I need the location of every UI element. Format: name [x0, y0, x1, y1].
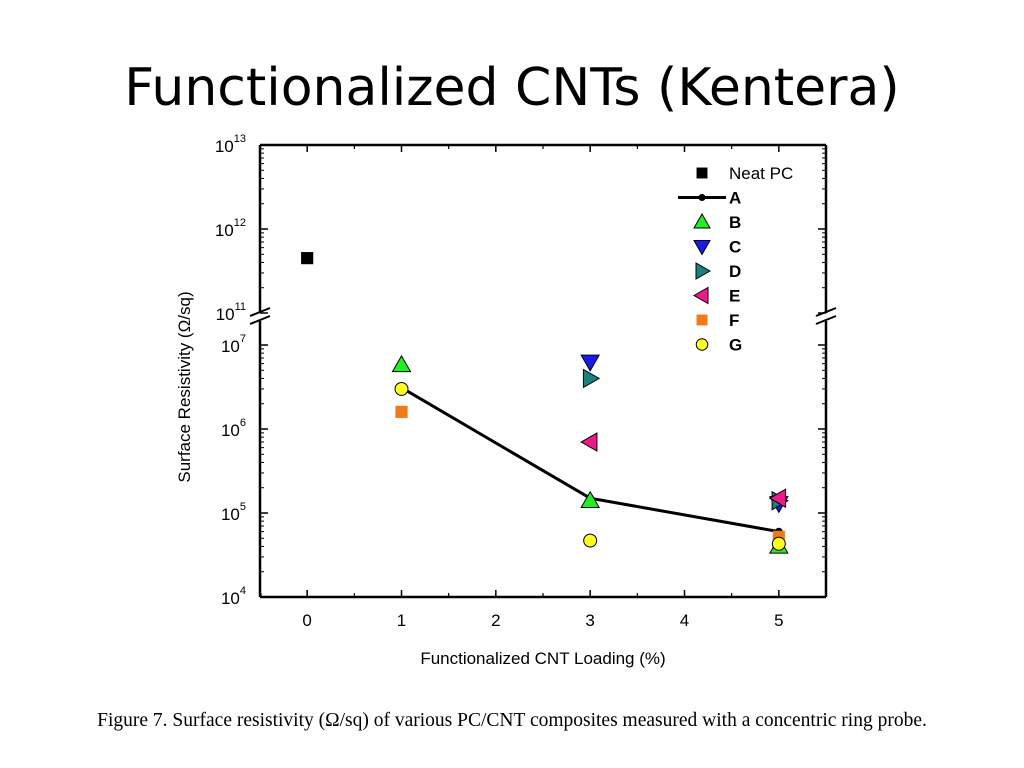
data-point-g — [394, 381, 409, 396]
legend-marker-e — [692, 286, 709, 305]
x-tick-label: 3 — [585, 611, 594, 630]
axis-break-mark-left — [249, 315, 271, 325]
x-tick-label: 5 — [774, 611, 783, 630]
y-tick-label: 107 — [221, 333, 246, 356]
y-tick-label: 105 — [221, 501, 246, 524]
legend-item-c: C — [693, 238, 741, 257]
legend-label-d: D — [729, 262, 741, 281]
x-axis-label: Functionalized CNT Loading (%) — [420, 649, 665, 668]
series-line-a — [400, 386, 780, 534]
legend-marker-neat-pc — [696, 167, 708, 179]
legend-item-g: G — [695, 336, 742, 355]
plot-frame — [249, 143, 837, 599]
y-tick-exponent: 11 — [235, 301, 246, 313]
legend-marker-f — [696, 314, 708, 326]
data-point-d — [582, 368, 601, 389]
y-tick-exponent: 4 — [240, 585, 246, 597]
legend-label-neat-pc: Neat PC — [729, 164, 793, 183]
legend-label-a: A — [729, 189, 741, 208]
legend-marker-g — [695, 338, 709, 351]
legend-item-f: F — [696, 311, 739, 330]
y-tick-label: 1012 — [215, 217, 246, 240]
data-points — [301, 252, 789, 554]
x-tick-label: 4 — [680, 611, 689, 630]
legend-label-f: F — [729, 311, 739, 330]
y-tick-label: 1013 — [215, 133, 246, 156]
data-point-g — [771, 536, 786, 551]
x-tick-label: 0 — [302, 611, 311, 630]
axis-break-mark-left — [249, 307, 271, 317]
series-lines — [400, 386, 780, 534]
legend-item-e: E — [692, 286, 740, 306]
y-axis-label: Surface Resistivity (Ω/sq) — [175, 291, 194, 482]
y-tick-label: 104 — [221, 585, 246, 608]
legend-marker-d — [695, 262, 712, 280]
data-point-neat-pc — [301, 252, 314, 265]
legend-item-a: A — [678, 189, 741, 208]
legend-label-c: C — [729, 238, 741, 257]
legend-item-neat-pc: Neat PC — [696, 164, 793, 183]
slide-title: Functionalized CNTs (Kentera) — [124, 58, 900, 118]
y-tick-exponent: 12 — [234, 217, 246, 229]
legend-marker-c — [693, 240, 711, 256]
data-point-e — [580, 432, 598, 452]
legend-label-b: B — [729, 213, 741, 232]
legend-marker-b — [693, 212, 711, 229]
y-tick-exponent: 6 — [240, 417, 246, 429]
y-tick-exponent: 7 — [240, 333, 246, 345]
y-tick-label: 106 — [221, 417, 246, 440]
figure-caption: Figure 7. Surface resistivity (Ω/sq) of … — [97, 710, 927, 731]
y-tick-exponent: 5 — [240, 501, 246, 513]
data-point-g — [583, 533, 598, 548]
data-point-e — [768, 488, 787, 509]
legend-item-d: D — [695, 262, 741, 281]
x-tick-label: 1 — [397, 611, 406, 630]
data-point-b — [580, 490, 601, 508]
data-point-b — [391, 354, 412, 373]
legend-label-g: G — [729, 336, 742, 355]
y-tick-exponent: 13 — [234, 133, 246, 145]
axis-break-mark-right — [815, 307, 837, 317]
legend-marker-a — [698, 193, 706, 202]
legend-label-e: E — [729, 287, 740, 306]
data-point-c — [580, 354, 601, 372]
axis-break-mark-right — [815, 315, 837, 325]
y-tick-label: 1011 — [216, 301, 246, 324]
x-tick-label: 2 — [491, 611, 500, 630]
legend-item-b: B — [693, 212, 741, 232]
data-point-f — [395, 405, 408, 418]
